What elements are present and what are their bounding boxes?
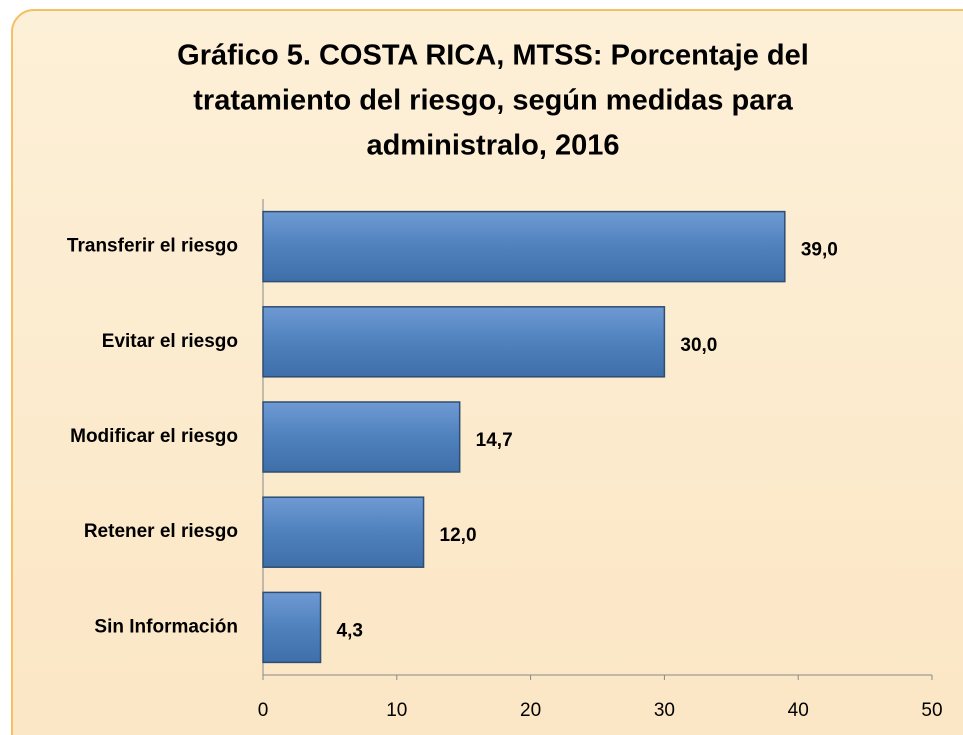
data-label: 39,0 [801,240,838,261]
data-label: 12,0 [440,525,477,546]
x-tick-label: 10 [386,700,407,721]
title-line: administralo, 2016 [366,130,619,162]
y-tick-label: Modificar el riesgo [70,426,238,447]
y-tick-label: Evitar el riesgo [102,331,238,352]
x-tick-label: 40 [788,700,809,721]
bar [262,496,425,568]
data-label: 4,3 [337,620,363,641]
x-tick-label: 30 [654,700,675,721]
bar [262,401,461,473]
bar [262,306,666,378]
data-label: 14,7 [476,430,513,451]
y-tick-label: Transferir el riesgo [67,236,238,257]
bar [262,210,786,283]
x-tick-label: 0 [258,700,269,721]
chart-title: Gráfico 5. COSTA RICA, MTSS: Porcentaje … [177,40,809,162]
data-label: 30,0 [680,335,717,356]
y-tick-label: Retener el riesgo [84,521,238,542]
x-tick-label: 20 [520,700,541,721]
x-tick-label: 50 [921,700,942,721]
y-tick-label: Sin Información [94,616,238,637]
bar [262,591,322,664]
title-line: Gráfico 5. COSTA RICA, MTSS: Porcentaje … [177,40,809,72]
title-line: tratamiento del riesgo, según medidas pa… [193,85,793,117]
